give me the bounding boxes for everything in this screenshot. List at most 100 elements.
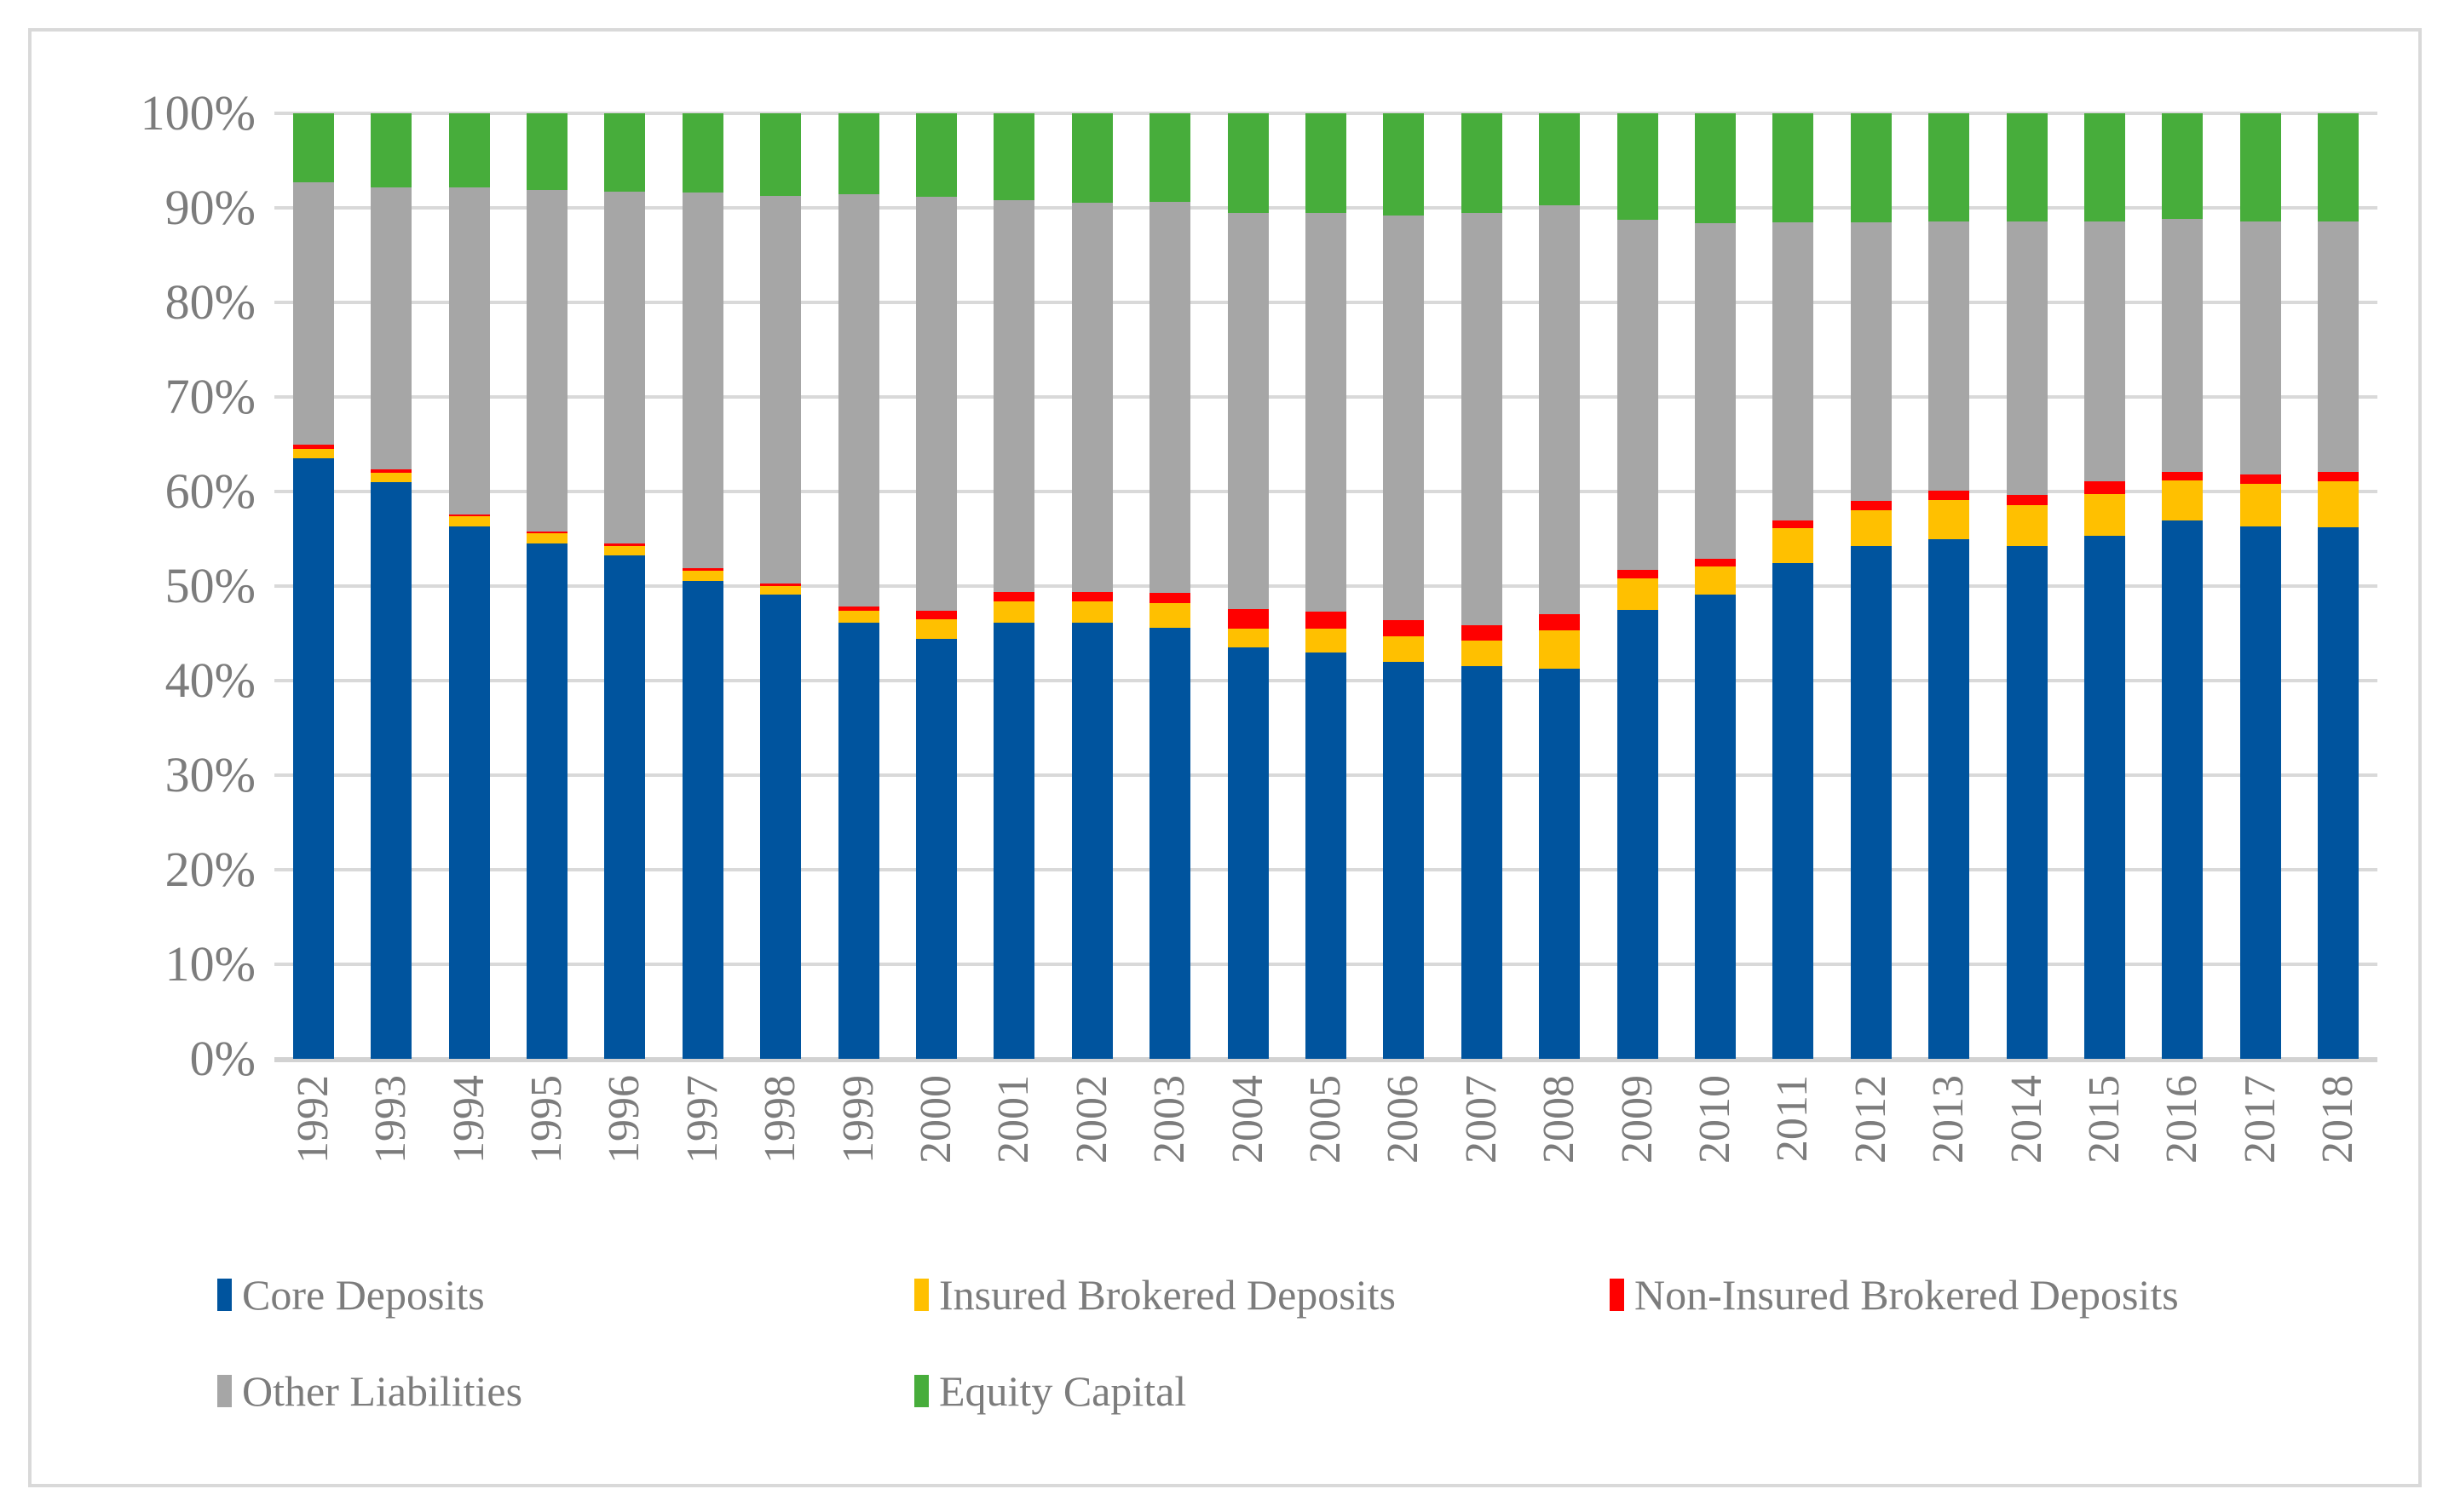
bar-segment-equity-capital — [1616, 113, 1658, 221]
bar-segment-equity-capital — [1772, 113, 1814, 222]
bar-segment-core-deposits — [2318, 527, 2359, 1059]
y-tick-label: 70% — [164, 369, 256, 424]
bar-segment-equity-capital — [1383, 113, 1425, 216]
bar-segment-equity-capital — [2239, 113, 2281, 221]
y-tick-label: 80% — [164, 274, 256, 330]
bar-2005 — [1305, 113, 1346, 1059]
bar-segment-non-insured-brokered-deposits — [448, 514, 490, 516]
bar-segment-non-insured-brokered-deposits — [1850, 501, 1892, 511]
x-tick-label: 2005 — [1301, 1075, 1350, 1164]
bar-segment-equity-capital — [526, 113, 568, 190]
bar-1999 — [838, 113, 879, 1059]
bar-segment-core-deposits — [371, 481, 412, 1059]
legend-swatch-other-liabilities-icon — [217, 1375, 232, 1407]
bar-segment-equity-capital — [1850, 113, 1892, 222]
bar-segment-insured-brokered-deposits — [2084, 494, 2126, 537]
y-tick-label: 60% — [164, 463, 256, 519]
bar-segment-non-insured-brokered-deposits — [2239, 474, 2281, 485]
bar-segment-insured-brokered-deposits — [1850, 510, 1892, 547]
bar-segment-equity-capital — [1695, 113, 1737, 223]
bar-segment-other-liabilities — [1461, 212, 1502, 625]
y-tick-label: 20% — [164, 842, 256, 897]
bar-segment-other-liabilities — [1383, 215, 1425, 620]
legend-swatch-core-deposits-icon — [217, 1279, 232, 1311]
bar-2004 — [1227, 113, 1269, 1059]
bar-segment-core-deposits — [915, 639, 957, 1059]
chart-border — [28, 28, 2422, 1487]
bar-segment-non-insured-brokered-deposits — [1461, 624, 1502, 641]
bar-segment-insured-brokered-deposits — [1071, 601, 1113, 624]
bar-segment-other-liabilities — [526, 189, 568, 532]
bar-segment-equity-capital — [682, 113, 723, 193]
bar-2012 — [1850, 113, 1892, 1059]
bar-segment-non-insured-brokered-deposits — [682, 567, 723, 572]
bar-segment-equity-capital — [1305, 113, 1346, 213]
bar-segment-equity-capital — [448, 113, 490, 187]
bar-segment-non-insured-brokered-deposits — [2162, 471, 2204, 480]
bar-segment-core-deposits — [1695, 595, 1737, 1059]
legend-swatch-equity-capital-icon — [914, 1375, 929, 1407]
bar-2011 — [1772, 113, 1814, 1059]
gridline — [274, 112, 2377, 115]
bar-segment-non-insured-brokered-deposits — [760, 583, 802, 587]
bar-segment-insured-brokered-deposits — [1149, 602, 1191, 628]
bar-segment-other-liabilities — [1850, 221, 1892, 502]
x-tick-label: 2009 — [1612, 1075, 1662, 1164]
legend-item-other-liabilities: Other Liabilities — [217, 1367, 522, 1415]
bar-segment-insured-brokered-deposits — [1383, 635, 1425, 662]
x-tick-label: 1997 — [677, 1075, 727, 1164]
bar-segment-core-deposits — [526, 543, 568, 1059]
bar-segment-insured-brokered-deposits — [1305, 628, 1346, 653]
bar-segment-other-liabilities — [604, 192, 646, 544]
bar-segment-equity-capital — [1071, 113, 1113, 204]
bar-1993 — [371, 113, 412, 1059]
x-tick-label: 1999 — [833, 1075, 883, 1164]
bar-segment-non-insured-brokered-deposits — [1772, 520, 1814, 529]
bar-segment-insured-brokered-deposits — [1616, 578, 1658, 610]
bar-segment-insured-brokered-deposits — [1227, 628, 1269, 648]
bar-segment-non-insured-brokered-deposits — [1695, 558, 1737, 566]
bar-segment-equity-capital — [760, 113, 802, 196]
bar-segment-core-deposits — [1305, 652, 1346, 1059]
bar-segment-equity-capital — [1149, 113, 1191, 203]
bar-segment-core-deposits — [2006, 546, 2048, 1059]
bar-segment-other-liabilities — [682, 193, 723, 568]
bar-segment-core-deposits — [448, 526, 490, 1059]
bar-segment-insured-brokered-deposits — [2318, 480, 2359, 528]
x-tick-label: 1992 — [288, 1075, 337, 1164]
x-tick-label: 1994 — [444, 1075, 493, 1164]
legend-item-insured-brokered-deposits: Insured Brokered Deposits — [914, 1271, 1396, 1319]
bar-segment-equity-capital — [2162, 113, 2204, 220]
bar-2006 — [1383, 113, 1425, 1059]
y-tick-label: 10% — [164, 936, 256, 992]
bar-segment-insured-brokered-deposits — [1772, 528, 1814, 564]
x-tick-label: 2011 — [1768, 1075, 1818, 1163]
bar-segment-core-deposits — [2239, 526, 2281, 1059]
x-tick-label: 2017 — [2235, 1075, 2285, 1164]
x-tick-label: 2006 — [1379, 1075, 1428, 1164]
x-tick-label: 2007 — [1456, 1075, 1506, 1164]
x-tick-label: 2001 — [989, 1075, 1039, 1164]
bar-segment-other-liabilities — [1928, 221, 1970, 491]
legend-label: Insured Brokered Deposits — [939, 1271, 1396, 1319]
bar-segment-equity-capital — [838, 113, 879, 195]
x-tick-label: 1993 — [366, 1075, 416, 1164]
bar-segment-non-insured-brokered-deposits — [2006, 495, 2048, 505]
bar-segment-core-deposits — [1383, 661, 1425, 1059]
bar-segment-non-insured-brokered-deposits — [371, 469, 412, 473]
x-tick-label: 2010 — [1691, 1075, 1740, 1164]
y-tick-label: 0% — [189, 1031, 256, 1086]
bar-2008 — [1539, 113, 1581, 1059]
x-tick-label: 2014 — [2002, 1075, 2051, 1164]
x-tick-label: 2018 — [2313, 1075, 2363, 1164]
bar-segment-equity-capital — [1461, 113, 1502, 213]
x-tick-label: 2004 — [1223, 1075, 1272, 1164]
bar-2003 — [1149, 113, 1191, 1059]
bar-segment-other-liabilities — [838, 194, 879, 607]
bar-segment-insured-brokered-deposits — [838, 610, 879, 624]
bar-1998 — [760, 113, 802, 1059]
bar-segment-non-insured-brokered-deposits — [604, 543, 646, 547]
bar-segment-core-deposits — [2084, 536, 2126, 1059]
legend-swatch-insured-brokered-deposits-icon — [914, 1279, 929, 1311]
bar-segment-other-liabilities — [1149, 202, 1191, 593]
